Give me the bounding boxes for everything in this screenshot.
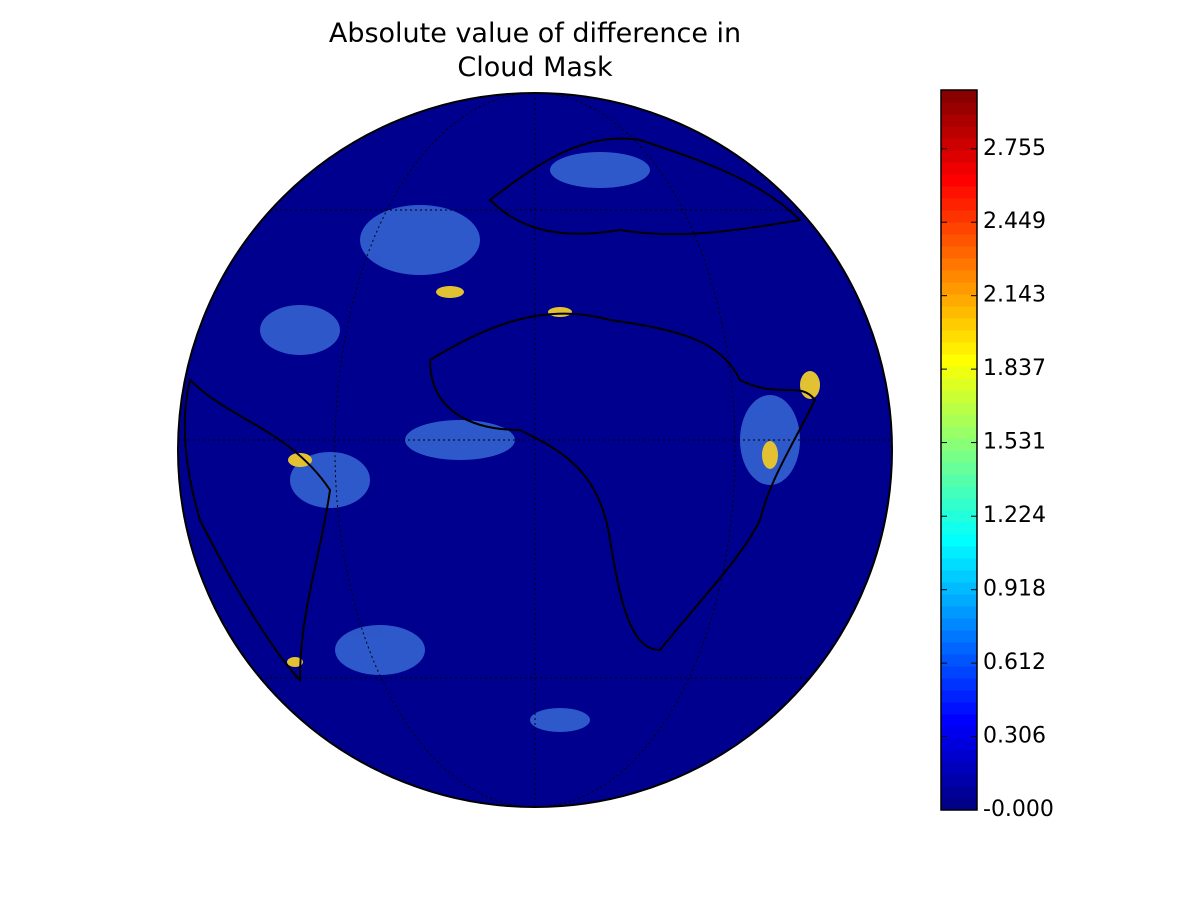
colorbar-band — [941, 162, 977, 175]
colorbar-tick-label: 1.224 — [983, 503, 1046, 528]
colorbar-band — [941, 786, 977, 799]
colorbar-band — [941, 414, 977, 427]
colorbar-band — [941, 438, 977, 451]
colorbar-band — [941, 702, 977, 715]
graticule — [178, 93, 892, 807]
colorbar-band — [941, 294, 977, 307]
colorbar-band — [941, 558, 977, 571]
colorbar-tick-label: 0.918 — [983, 577, 1046, 602]
south-america-outline — [183, 378, 332, 683]
colorbar-band — [941, 498, 977, 511]
colorbar-band — [941, 774, 977, 787]
colorbar-band — [941, 594, 977, 607]
colorbar-tick-label: -0.000 — [983, 797, 1054, 822]
colorbar-band — [941, 138, 977, 151]
colorbar-band — [941, 186, 977, 199]
colorbar-band — [941, 150, 977, 163]
globe — [178, 93, 892, 807]
colorbar-band — [941, 234, 977, 247]
colorbar-tick-label: 2.449 — [983, 209, 1046, 234]
colorbar-band — [941, 270, 977, 283]
colorbar-band — [941, 642, 977, 655]
colorbar-tick-label: 2.143 — [983, 283, 1046, 308]
colorbar-band — [941, 282, 977, 295]
colorbar-band — [941, 666, 977, 679]
colorbar-frame — [940, 89, 978, 811]
colorbar-band — [941, 570, 977, 583]
colorbar-band — [941, 798, 977, 811]
colorbar-band — [941, 258, 977, 271]
colorbar-band — [941, 762, 977, 775]
colorbar-band — [941, 102, 977, 115]
colorbar-band — [941, 330, 977, 343]
colorbar-band — [941, 738, 977, 751]
colorbar-band — [941, 486, 977, 499]
colorbar-band — [941, 354, 977, 367]
colorbar-band — [941, 522, 977, 535]
colorbar-band — [941, 534, 977, 547]
colorbar-band — [941, 546, 977, 559]
colorbar-band — [941, 450, 977, 463]
colorbar-band — [941, 474, 977, 487]
europe-outline — [488, 137, 803, 236]
colorbar-band — [941, 126, 977, 139]
colorbar-band — [941, 90, 977, 103]
colorbar-band — [941, 462, 977, 475]
colorbar-tick-label: 0.612 — [983, 650, 1046, 675]
chart-title: Absolute value of difference in Cloud Mas… — [329, 18, 741, 83]
colorbar-band — [941, 654, 977, 667]
colorbar-band — [941, 618, 977, 631]
colorbar-band — [941, 210, 977, 223]
colorbar-band — [941, 690, 977, 703]
colorbar-band — [941, 366, 977, 379]
colorbar-tick-label: 1.531 — [983, 430, 1046, 455]
colorbar-band — [941, 726, 977, 739]
colorbar-band — [941, 606, 977, 619]
colorbar-tick-label: 0.306 — [983, 724, 1046, 749]
colorbar-band — [941, 678, 977, 691]
colorbar-band — [941, 306, 977, 319]
globe-border — [177, 92, 893, 808]
colorbar-band — [941, 630, 977, 643]
colorbar-band — [941, 714, 977, 727]
colorbar-band — [941, 426, 977, 439]
colorbar-tick-label: 2.755 — [983, 136, 1046, 161]
colorbar-band — [941, 342, 977, 355]
colorbar-band — [941, 246, 977, 259]
colorbar-band — [941, 582, 977, 595]
colorbar-band — [941, 402, 977, 415]
colorbar-band — [941, 318, 977, 331]
colorbar-band — [941, 222, 977, 235]
colorbar-band — [941, 198, 977, 211]
colorbar-band — [941, 510, 977, 523]
africa-outline — [428, 312, 817, 652]
colorbar-band — [941, 390, 977, 403]
colorbar-band — [941, 378, 977, 391]
colorbar: -0.000 0.306 0.612 0.918 1.224 1.531 1.837 2.14… — [940, 89, 1054, 822]
colorbar-band — [941, 114, 977, 127]
colorbar-band — [941, 174, 977, 187]
colorbar-band — [941, 750, 977, 763]
colorbar-tick-label: 1.837 — [983, 356, 1046, 381]
